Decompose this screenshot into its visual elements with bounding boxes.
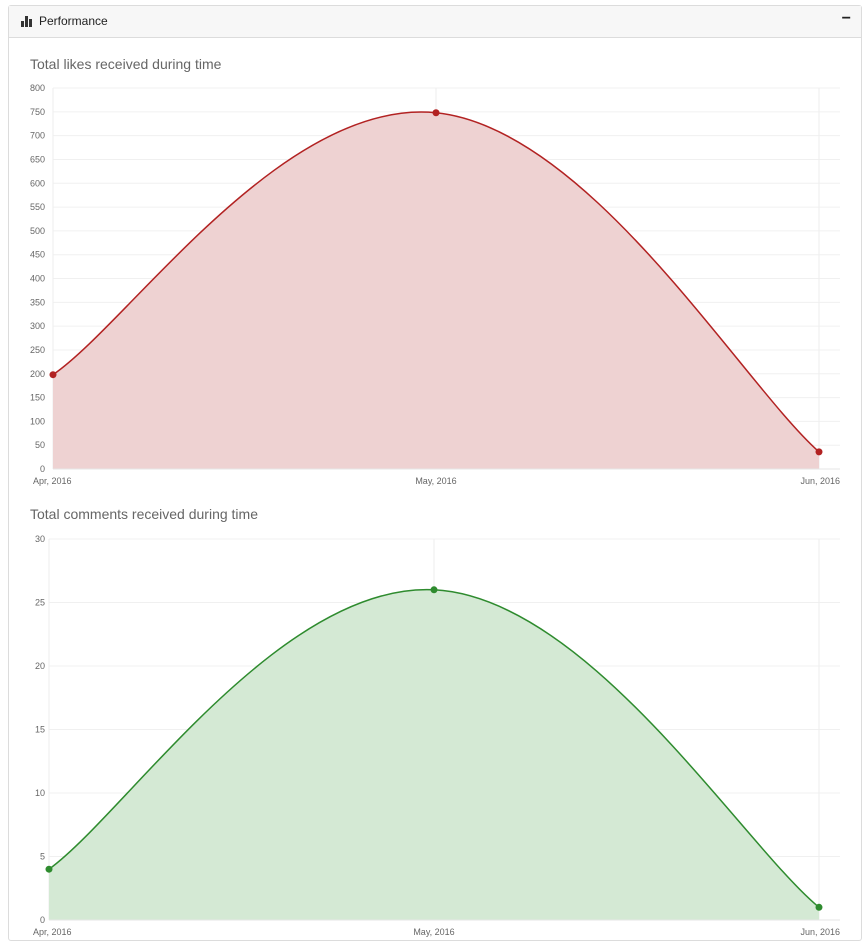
comments-y-tick-label: 0 [40, 915, 45, 925]
comments-y-tick-label: 30 [35, 534, 45, 544]
likes-y-tick-label: 50 [35, 440, 45, 450]
comments-area-fill [49, 589, 819, 920]
bar-chart-icon [21, 15, 33, 27]
comments-data-point [815, 903, 823, 911]
collapse-button[interactable]: − [841, 10, 851, 27]
likes-y-tick-label: 800 [30, 83, 45, 93]
likes-y-tick-label: 100 [30, 416, 45, 426]
comments-data-point [45, 865, 53, 873]
likes-y-tick-label: 150 [30, 393, 45, 403]
likes-y-tick-label: 0 [40, 464, 45, 474]
likes-y-tick-label: 750 [30, 107, 45, 117]
likes-y-tick-label: 600 [30, 178, 45, 188]
comments-data-point [430, 586, 438, 594]
comments-y-tick-label: 10 [35, 788, 45, 798]
comments-y-tick-label: 25 [35, 598, 45, 608]
comments-x-tick-label: May, 2016 [413, 927, 454, 937]
likes-y-tick-label: 250 [30, 345, 45, 355]
panel-title: Performance [39, 14, 108, 28]
panel-header: Performance − [9, 6, 861, 38]
comments-chart-title: Total comments received during time [30, 506, 258, 522]
comments-y-tick-label: 20 [35, 661, 45, 671]
likes-y-tick-label: 400 [30, 274, 45, 284]
likes-data-point [815, 448, 823, 456]
likes-y-tick-label: 350 [30, 297, 45, 307]
likes-x-tick-label: Apr, 2016 [33, 476, 72, 486]
likes-y-tick-label: 300 [30, 321, 45, 331]
likes-y-tick-label: 700 [30, 131, 45, 141]
likes-x-tick-label: May, 2016 [415, 476, 456, 486]
likes-y-tick-label: 550 [30, 202, 45, 212]
likes-y-tick-label: 650 [30, 154, 45, 164]
comments-y-tick-label: 5 [40, 852, 45, 862]
likes-area-fill [53, 112, 819, 469]
likes-data-point [432, 109, 440, 117]
comments-x-tick-label: Apr, 2016 [33, 927, 72, 937]
likes-y-tick-label: 200 [30, 369, 45, 379]
likes-x-tick-label: Jun, 2016 [800, 476, 840, 486]
comments-y-tick-label: 15 [35, 725, 45, 735]
likes-chart-title: Total likes received during time [30, 56, 222, 72]
likes-y-tick-label: 500 [30, 226, 45, 236]
likes-y-tick-label: 450 [30, 250, 45, 260]
likes-data-point [49, 371, 57, 379]
comments-x-tick-label: Jun, 2016 [800, 927, 840, 937]
